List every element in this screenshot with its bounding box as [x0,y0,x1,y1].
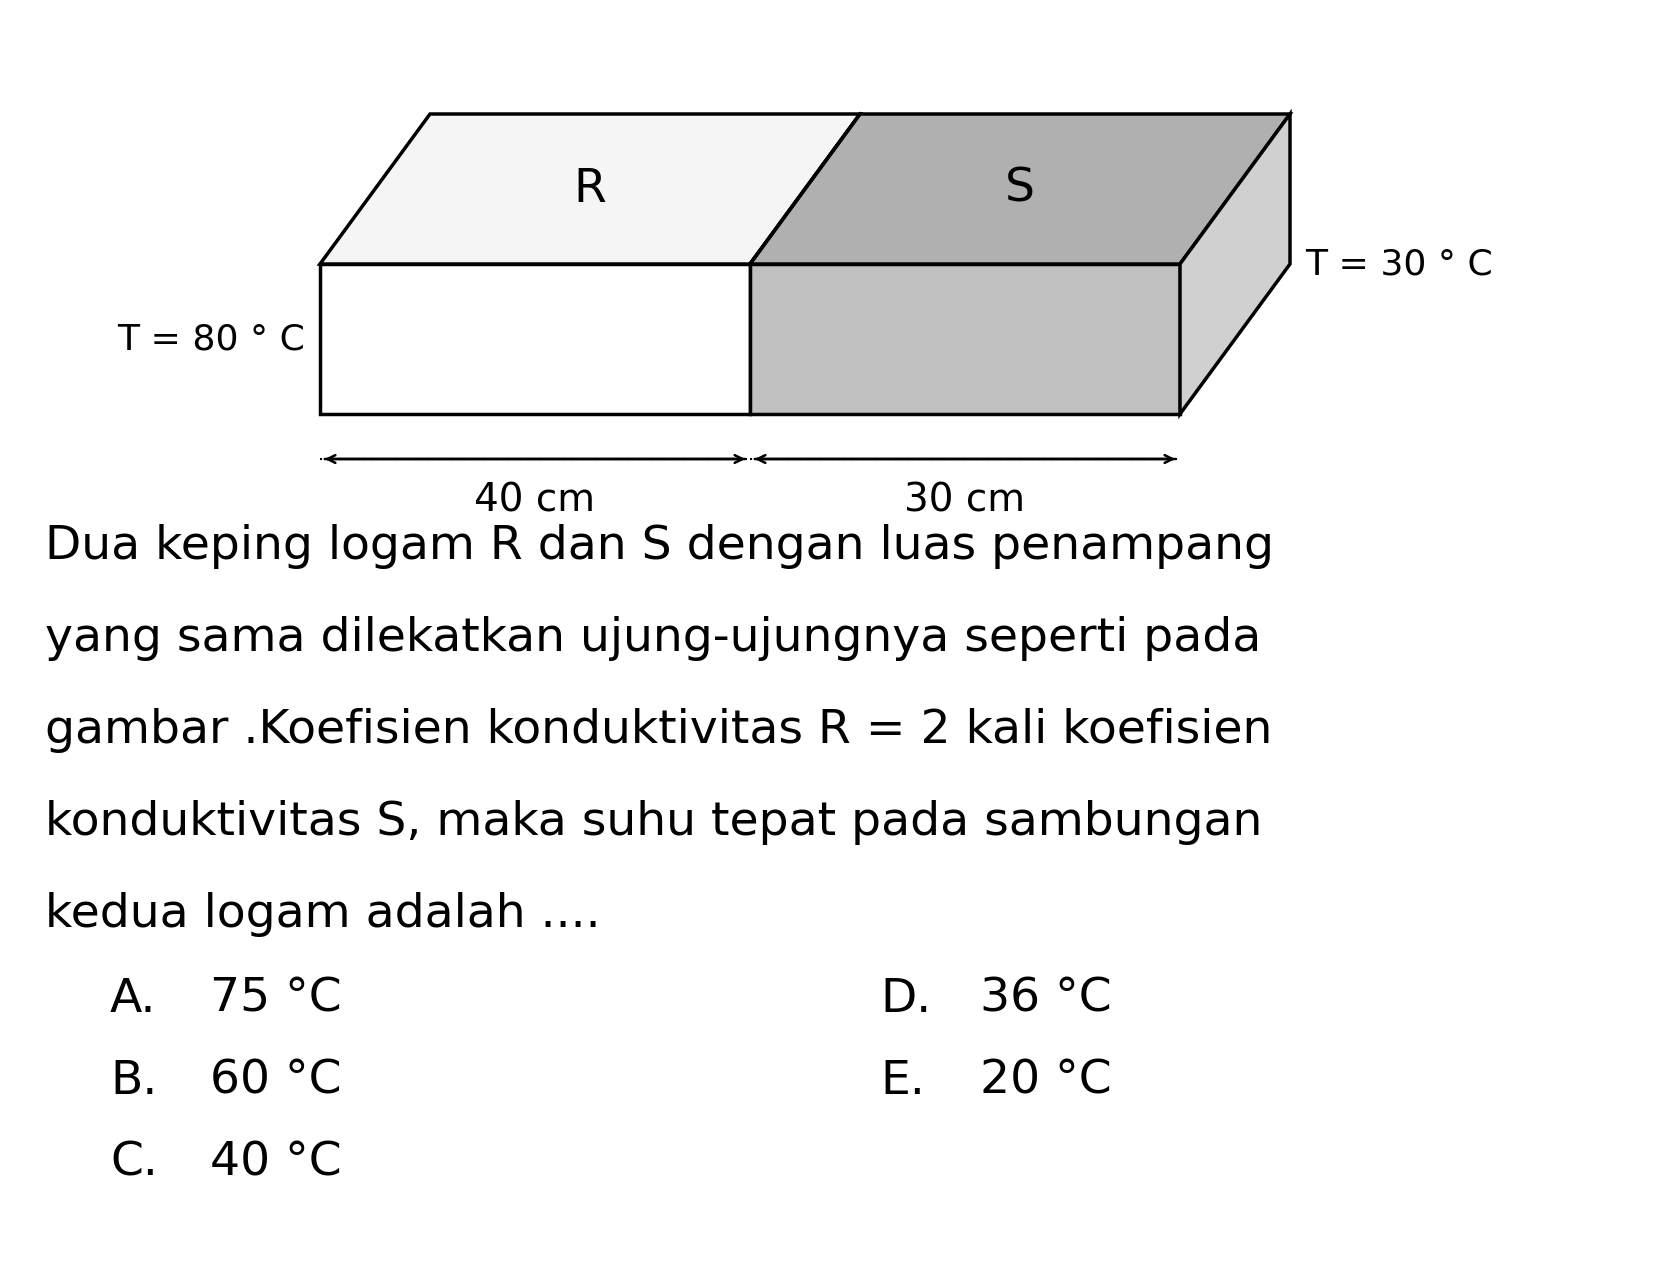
Text: 75 °C: 75 °C [209,977,342,1021]
Text: Dua keping logam R dan S dengan luas penampang: Dua keping logam R dan S dengan luas pen… [45,525,1275,569]
Text: D.: D. [879,977,931,1021]
Text: E.: E. [879,1058,924,1103]
Text: 40 °C: 40 °C [209,1140,342,1186]
Polygon shape [750,264,1180,415]
Text: 20 °C: 20 °C [981,1058,1112,1103]
Text: R: R [573,167,607,211]
Text: yang sama dilekatkan ujung-ujungnya seperti pada: yang sama dilekatkan ujung-ujungnya sepe… [45,616,1261,661]
Text: C.: C. [110,1140,158,1186]
Text: B.: B. [110,1058,158,1103]
Text: T = 80 ° C: T = 80 ° C [116,322,306,356]
Polygon shape [1180,114,1290,415]
Text: 30 cm: 30 cm [904,482,1025,520]
Text: S: S [1006,167,1035,211]
Text: konduktivitas S, maka suhu tepat pada sambungan: konduktivitas S, maka suhu tepat pada sa… [45,800,1263,846]
Text: 60 °C: 60 °C [209,1058,341,1103]
Text: 36 °C: 36 °C [981,977,1112,1021]
Text: T = 30 ° C: T = 30 ° C [1305,246,1492,281]
Text: A.: A. [110,977,156,1021]
Polygon shape [321,264,750,415]
Polygon shape [750,114,1290,264]
Text: kedua logam adalah ....: kedua logam adalah .... [45,892,600,937]
Text: 40 cm: 40 cm [474,482,595,520]
Text: gambar .Koefisien konduktivitas R = 2 kali koefisien: gambar .Koefisien konduktivitas R = 2 ka… [45,708,1273,753]
Polygon shape [321,114,859,264]
